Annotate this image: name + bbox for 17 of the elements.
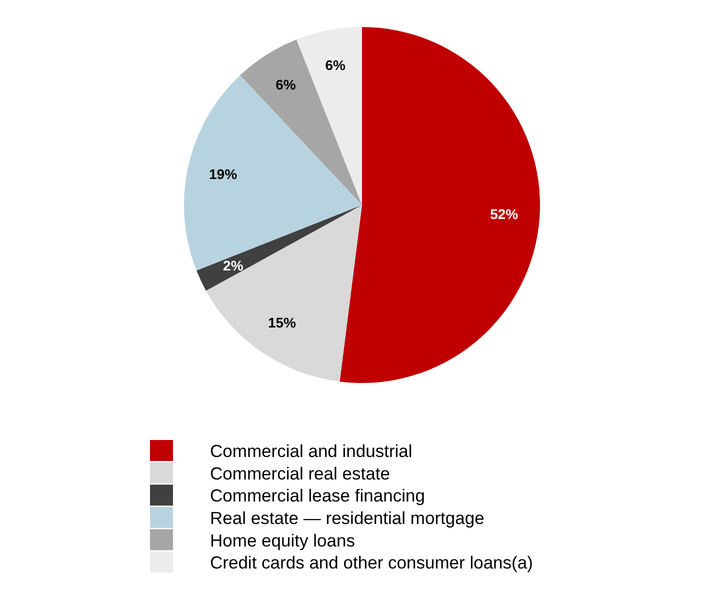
data-label: 6% (325, 57, 346, 74)
pie-slice (184, 75, 362, 271)
legend-label: Credit cards and other consumer loans(a) (210, 552, 533, 573)
legend-label: Home equity loans (210, 530, 356, 550)
legend-label: Commercial and industrial (210, 441, 412, 462)
legend-label: Commercial real estate (210, 463, 390, 484)
pie-slice (206, 205, 362, 382)
data-label: 6% (276, 76, 296, 93)
data-label: 52% (490, 206, 519, 222)
data-label: 15% (268, 314, 297, 331)
data-label: 19% (209, 166, 238, 182)
pie-slice (296, 27, 362, 205)
pie-slice (240, 40, 362, 205)
pie-slice (196, 205, 362, 291)
legend-label: Commercial lease financing (210, 486, 425, 506)
data-label: 2% (223, 258, 244, 274)
legend-label: Real estate — residential mortgage (210, 508, 484, 528)
